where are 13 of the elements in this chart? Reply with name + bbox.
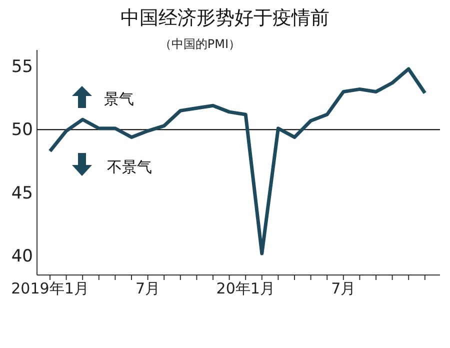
- chart-title: 中国经济形势好于疫情前: [120, 7, 330, 29]
- y-tick-label: 50: [11, 120, 33, 140]
- y-tick-label: 45: [11, 183, 33, 204]
- x-tick-label: 7月: [136, 280, 160, 298]
- annotation: 景气: [104, 90, 134, 108]
- line-series: [48, 67, 427, 256]
- chart-subtitle: （中国的PMI）: [159, 37, 241, 51]
- y-tick-label: 55: [11, 56, 33, 77]
- annotation: 不景气: [107, 158, 152, 176]
- y-tick-label: 40: [11, 246, 33, 266]
- x-tick-label: 2019年1月: [11, 280, 89, 298]
- x-tick-label: 7月: [331, 280, 356, 298]
- x-tick-label: 20年1月: [216, 280, 275, 298]
